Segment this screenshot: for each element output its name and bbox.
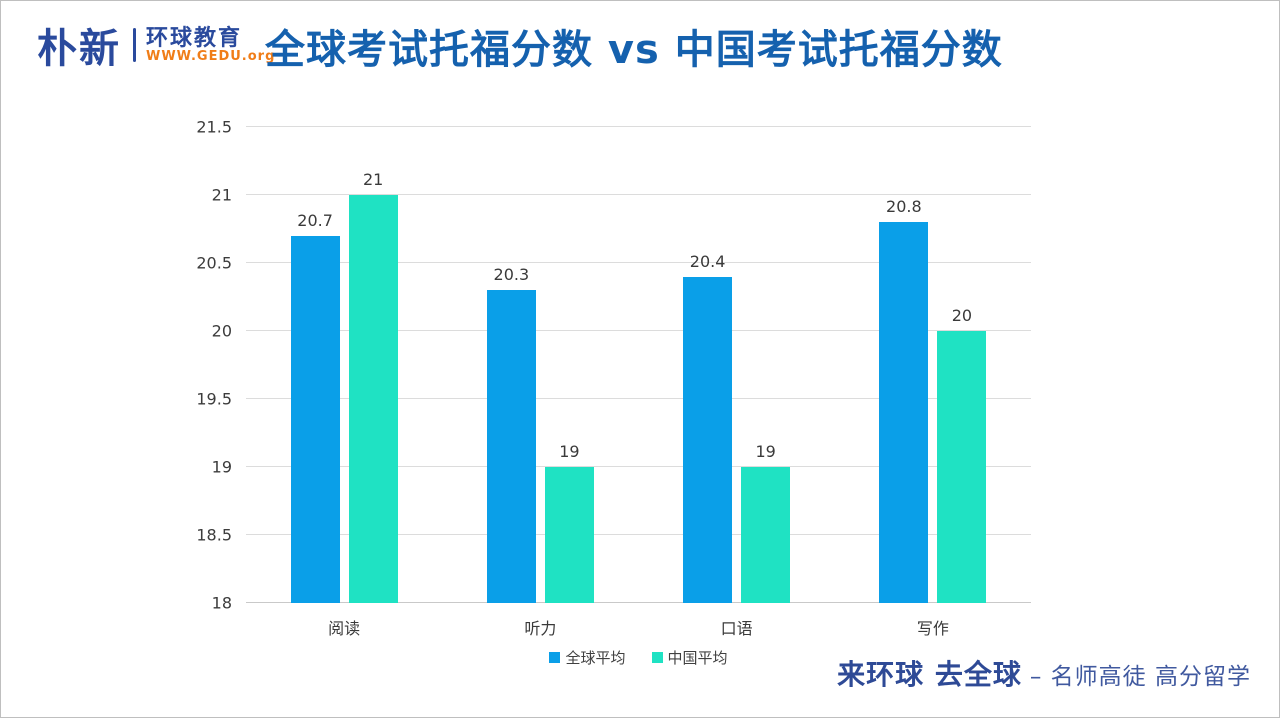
x-axis-label-阅读: 阅读 xyxy=(328,619,361,638)
y-axis-tick-label: 20.5 xyxy=(196,253,232,273)
y-axis-tick-label: 19.5 xyxy=(196,389,232,409)
gridline-y-18 xyxy=(246,602,1031,603)
bar-全球平均-阅读 xyxy=(290,235,340,603)
bar-group-写作: 20.8 20 写作 xyxy=(835,127,1031,638)
bar-value-label: 20.7 xyxy=(297,210,333,230)
footer-slogan-secondary: – 名师高徒 高分留学 xyxy=(1029,664,1251,690)
y-axis-tick-label: 18 xyxy=(211,593,232,613)
bar-全球平均-写作 xyxy=(879,222,929,603)
bar-value-label: 20.4 xyxy=(689,251,726,271)
bar-group-口语: 20.4 19 口语 xyxy=(639,127,835,638)
legend-label: 中国平均 xyxy=(667,649,728,667)
gridline-y-21.5 xyxy=(246,126,1031,127)
logo-website-text: WWW.GEDU.org xyxy=(146,48,276,64)
bar-中国平均-听力 xyxy=(544,467,594,603)
bar-全球平均-口语 xyxy=(683,276,733,603)
logo-divider xyxy=(133,28,136,62)
chart-legend: 全球平均 中国平均 xyxy=(246,647,1031,668)
bar-value-label: 19 xyxy=(755,442,776,462)
brand-logo-text: 朴新 xyxy=(37,26,121,72)
y-axis-tick-label: 19 xyxy=(211,457,232,477)
x-axis-label-写作: 写作 xyxy=(916,619,949,638)
bar-value-label: 20.3 xyxy=(493,265,530,285)
bar-group-阅读: 20.7 21 阅读 xyxy=(246,127,442,638)
bar-中国平均-口语 xyxy=(741,467,791,603)
gridline-y-19 xyxy=(246,466,1031,467)
logo-subbrand-text: 环球教育 xyxy=(146,25,243,51)
gridline-y-18.5 xyxy=(246,534,1031,535)
footer-slogan-primary: 来环球 去全球 xyxy=(837,658,1022,691)
bar-value-label: 21 xyxy=(362,170,384,189)
bar-中国平均-写作 xyxy=(937,331,987,603)
gridline-y-20.5 xyxy=(246,262,1031,263)
y-axis-tick-label: 20 xyxy=(211,321,232,341)
bar-value-label: 19 xyxy=(559,442,580,462)
gridline-y-19.5 xyxy=(246,398,1031,399)
y-axis-tick-label: 21.5 xyxy=(196,117,232,137)
legend-label: 全球平均 xyxy=(565,649,626,667)
y-axis-tick-label: 21 xyxy=(211,185,232,205)
x-axis-label-听力: 听力 xyxy=(524,619,557,638)
footer-slogan: 来环球 去全球 – 名师高徒 高分留学 xyxy=(837,653,1251,693)
legend-item-全球平均: 全球平均 xyxy=(549,647,626,668)
gridline-y-21 xyxy=(246,194,1031,195)
bar-chart-plot-area: 18 18.5 19 19.5 20 20.5 21 21.5 20.7 21 阅读 20.3 19 听力… xyxy=(196,118,1031,638)
bar-全球平均-听力 xyxy=(486,290,536,603)
bar-value-label: 20 xyxy=(951,306,973,326)
bar-中国平均-阅读 xyxy=(348,195,398,603)
legend-swatch-icon xyxy=(651,652,663,663)
gridline-y-20 xyxy=(246,330,1031,331)
bar-value-label: 20.8 xyxy=(886,197,922,217)
legend-item-中国平均: 中国平均 xyxy=(651,647,728,668)
page-title: 全球考试托福分数 vs 中国考试托福分数 xyxy=(265,27,1003,73)
brand-logo: 朴新 环球教育 WWW.GEDU.org xyxy=(37,19,275,72)
logo-subbrand-block: 环球教育 WWW.GEDU.org xyxy=(146,27,275,64)
y-axis-tick-label: 18.5 xyxy=(196,525,232,545)
legend-swatch-icon xyxy=(549,652,561,663)
x-axis-label-口语: 口语 xyxy=(720,619,753,638)
bar-group-听力: 20.3 19 听力 xyxy=(442,127,638,638)
